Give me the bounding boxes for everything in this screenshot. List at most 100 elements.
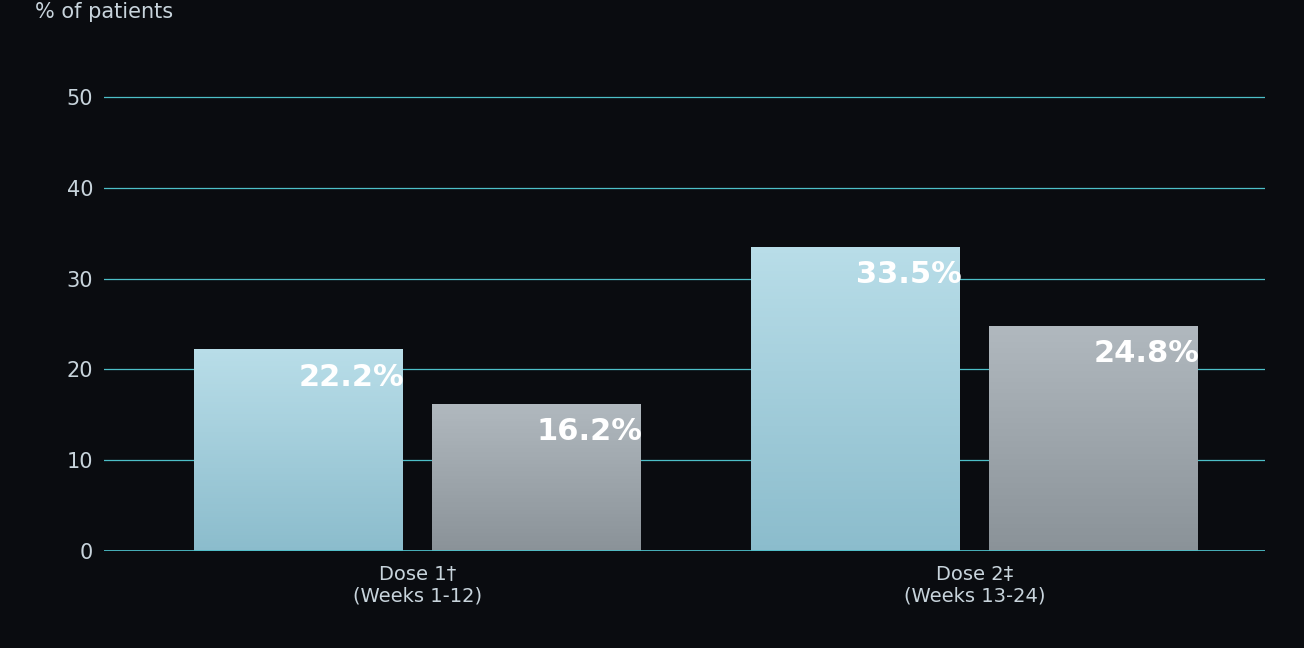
Bar bbox=[990, 513, 1198, 515]
Bar bbox=[990, 510, 1198, 513]
Bar bbox=[990, 424, 1198, 427]
Bar bbox=[990, 505, 1198, 508]
Bar bbox=[990, 346, 1198, 349]
Bar bbox=[751, 533, 960, 536]
Bar bbox=[751, 456, 960, 459]
Bar bbox=[432, 457, 642, 458]
Bar bbox=[990, 533, 1198, 535]
Bar bbox=[990, 432, 1198, 434]
Bar bbox=[990, 499, 1198, 502]
Text: 22.2%: 22.2% bbox=[299, 363, 404, 392]
Bar bbox=[194, 538, 403, 540]
Bar bbox=[432, 499, 642, 501]
Bar bbox=[432, 479, 642, 480]
Bar bbox=[751, 524, 960, 526]
Bar bbox=[990, 429, 1198, 432]
Bar bbox=[194, 382, 403, 384]
Bar bbox=[990, 537, 1198, 540]
Bar bbox=[432, 533, 642, 535]
Bar bbox=[751, 299, 960, 301]
Bar bbox=[990, 348, 1198, 351]
Bar bbox=[194, 480, 403, 482]
Bar bbox=[751, 414, 960, 417]
Bar bbox=[751, 526, 960, 529]
Bar bbox=[751, 292, 960, 295]
Bar bbox=[990, 398, 1198, 400]
Bar bbox=[751, 487, 960, 490]
Bar bbox=[432, 441, 642, 442]
Bar bbox=[432, 502, 642, 503]
Bar bbox=[990, 501, 1198, 503]
Bar bbox=[194, 478, 403, 480]
Bar bbox=[432, 459, 642, 461]
Bar bbox=[432, 433, 642, 435]
Bar bbox=[751, 286, 960, 290]
Bar bbox=[990, 546, 1198, 549]
Bar bbox=[751, 538, 960, 542]
Bar bbox=[194, 442, 403, 444]
Bar bbox=[432, 511, 642, 513]
Bar bbox=[751, 329, 960, 332]
Bar bbox=[751, 445, 960, 448]
Bar bbox=[751, 380, 960, 384]
Bar bbox=[751, 368, 960, 371]
Bar bbox=[432, 430, 642, 432]
Bar bbox=[432, 537, 642, 539]
Bar bbox=[751, 420, 960, 423]
Bar bbox=[990, 445, 1198, 447]
Bar bbox=[432, 437, 642, 439]
Bar bbox=[194, 450, 403, 452]
Bar bbox=[432, 471, 642, 473]
Bar bbox=[990, 420, 1198, 422]
Bar bbox=[751, 356, 960, 360]
Bar bbox=[751, 326, 960, 329]
Bar bbox=[751, 362, 960, 365]
Bar bbox=[990, 528, 1198, 531]
Bar bbox=[194, 472, 403, 474]
Bar bbox=[990, 366, 1198, 369]
Bar bbox=[751, 378, 960, 380]
Bar bbox=[432, 493, 642, 495]
Bar bbox=[751, 466, 960, 469]
Bar bbox=[751, 353, 960, 356]
Bar bbox=[990, 364, 1198, 366]
Bar bbox=[751, 450, 960, 454]
Bar bbox=[194, 540, 403, 543]
Bar bbox=[194, 420, 403, 422]
Bar bbox=[990, 407, 1198, 409]
Bar bbox=[432, 470, 642, 472]
Bar bbox=[194, 386, 403, 388]
Bar bbox=[990, 427, 1198, 430]
Bar bbox=[432, 404, 642, 405]
Bar bbox=[990, 526, 1198, 528]
Bar bbox=[432, 429, 642, 430]
Bar bbox=[990, 459, 1198, 461]
Bar bbox=[751, 441, 960, 445]
Bar bbox=[751, 347, 960, 350]
Bar bbox=[432, 463, 642, 464]
Bar bbox=[432, 469, 642, 470]
Bar bbox=[432, 445, 642, 446]
Bar bbox=[432, 421, 642, 423]
Bar bbox=[432, 544, 642, 545]
Bar bbox=[432, 531, 642, 533]
Bar bbox=[751, 332, 960, 335]
Bar bbox=[432, 448, 642, 450]
Bar bbox=[194, 365, 403, 367]
Bar bbox=[194, 434, 403, 436]
Bar bbox=[194, 418, 403, 420]
Bar bbox=[432, 424, 642, 426]
Bar bbox=[432, 439, 642, 441]
Bar bbox=[432, 452, 642, 454]
Bar bbox=[194, 384, 403, 386]
Bar bbox=[751, 423, 960, 426]
Bar bbox=[432, 420, 642, 421]
Bar bbox=[432, 492, 642, 494]
Bar bbox=[751, 344, 960, 347]
Bar bbox=[990, 548, 1198, 551]
Bar bbox=[194, 474, 403, 476]
Bar bbox=[751, 387, 960, 389]
Bar bbox=[194, 520, 403, 522]
Bar bbox=[751, 375, 960, 378]
Bar bbox=[751, 459, 960, 463]
